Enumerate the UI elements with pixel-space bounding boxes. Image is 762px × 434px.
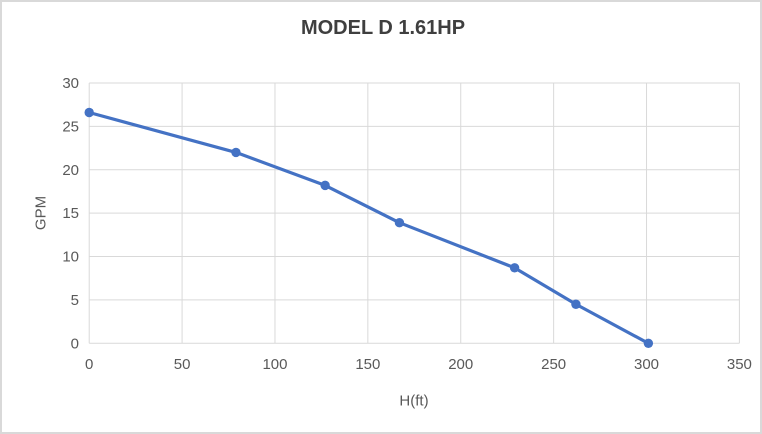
x-tick-label: 250 [541,356,566,373]
data-point-marker [84,107,94,118]
data-point-marker [394,217,405,228]
y-tick-label: 15 [62,205,79,222]
y-tick-label: 25 [62,118,79,135]
data-point-marker [643,338,654,348]
x-tick-label: 300 [634,356,659,373]
x-tick-label: 50 [174,356,191,373]
y-tick-label: 0 [71,335,79,352]
y-tick-label: 5 [71,292,79,309]
data-point-marker [509,263,520,273]
y-tick-label: 30 [62,75,79,92]
data-point-marker [571,299,581,309]
data-point-marker [231,147,241,158]
x-axis-title: H(ft) [399,392,429,410]
y-axis-title: GPM [32,195,50,231]
chart-title: MODEL D 1.61HP [300,17,466,39]
x-tick-label: 150 [355,356,380,373]
data-series-line [87,110,650,345]
y-tick-label: 10 [62,249,79,266]
data-point-marker [320,180,330,191]
x-tick-label: 200 [448,356,473,373]
y-tick-label: 20 [62,162,79,179]
x-tick-label: 0 [85,356,93,373]
x-tick-label: 350 [727,356,752,373]
x-tick-label: 100 [262,356,287,373]
